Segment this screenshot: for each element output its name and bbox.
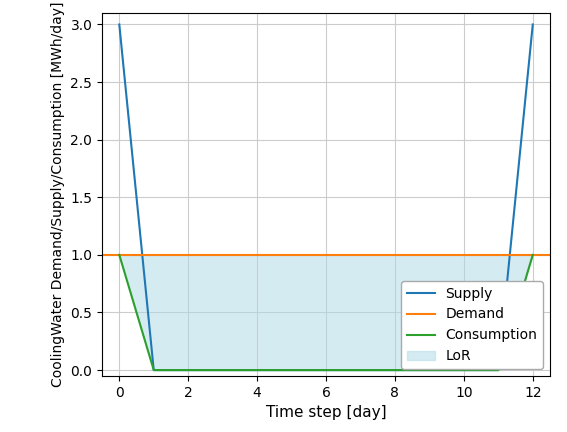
Y-axis label: CoolingWater Demand/Supply/Consumption [MWh/day]: CoolingWater Demand/Supply/Consumption [… <box>51 2 65 387</box>
Supply <box>530 22 536 27</box>
Supply <box>495 368 502 373</box>
Consumption <box>116 252 122 257</box>
Supply <box>116 22 122 27</box>
Line: Supply: Supply <box>119 25 533 370</box>
Legend: Supply, Demand, Consumption, LoR: Supply, Demand, Consumption, LoR <box>401 281 543 369</box>
Line: Consumption: Consumption <box>119 255 533 370</box>
Consumption <box>530 252 536 257</box>
Consumption <box>495 368 502 373</box>
Supply <box>150 368 157 373</box>
Consumption <box>150 368 157 373</box>
X-axis label: Time step [day]: Time step [day] <box>266 405 386 420</box>
